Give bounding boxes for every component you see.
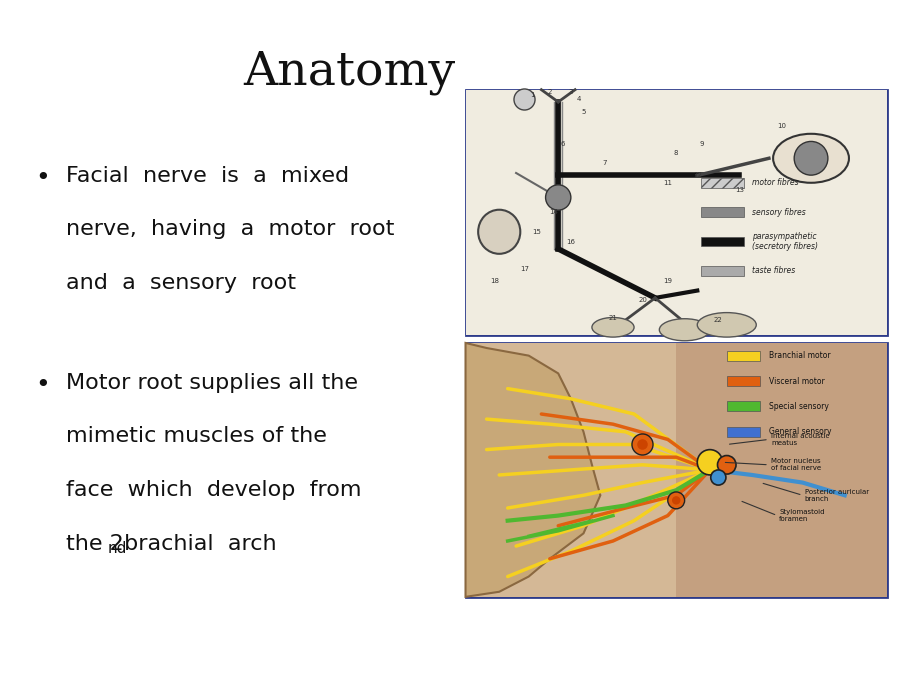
Circle shape: [514, 89, 535, 110]
Ellipse shape: [478, 210, 520, 254]
Circle shape: [671, 496, 680, 504]
Bar: [726, 426, 760, 437]
Text: 18: 18: [490, 278, 499, 284]
Text: 22: 22: [713, 317, 722, 323]
Circle shape: [637, 440, 647, 450]
Text: Special sensory: Special sensory: [768, 402, 828, 411]
Circle shape: [545, 185, 570, 210]
Text: •: •: [35, 166, 50, 190]
Text: parasympathetic
(secretory fibres): parasympathetic (secretory fibres): [751, 232, 817, 251]
Bar: [726, 376, 760, 386]
Text: 8: 8: [674, 150, 677, 157]
Text: 10: 10: [777, 124, 785, 130]
Bar: [465, 90, 886, 335]
Ellipse shape: [659, 319, 709, 341]
Text: 12: 12: [692, 172, 701, 179]
Text: 3: 3: [568, 89, 573, 95]
Bar: [726, 402, 760, 411]
Circle shape: [631, 434, 652, 455]
Text: the 2: the 2: [66, 534, 124, 554]
Text: 6: 6: [560, 141, 564, 146]
Polygon shape: [675, 343, 886, 597]
Text: •: •: [35, 373, 50, 397]
Bar: [465, 343, 886, 597]
Ellipse shape: [772, 134, 848, 183]
Text: sensory fibres: sensory fibres: [751, 208, 805, 217]
Text: 13: 13: [734, 187, 743, 193]
Text: Internal acoustic
meatus: Internal acoustic meatus: [770, 433, 828, 446]
Text: 16: 16: [566, 239, 574, 244]
Bar: [700, 237, 743, 246]
Polygon shape: [465, 343, 600, 597]
Bar: [700, 207, 743, 217]
Text: 21: 21: [607, 315, 617, 320]
Text: 15: 15: [532, 229, 541, 235]
Bar: [726, 351, 760, 361]
Circle shape: [793, 141, 827, 175]
Text: 9: 9: [698, 141, 703, 146]
Text: 14: 14: [549, 209, 558, 215]
Text: Branchial motor: Branchial motor: [768, 351, 830, 360]
Text: Posterior auricular
branch: Posterior auricular branch: [804, 489, 868, 502]
Text: Stylomastoid
foramen: Stylomastoid foramen: [778, 509, 824, 522]
Text: Facial  nerve  is  a  mixed: Facial nerve is a mixed: [66, 166, 349, 186]
Text: taste fibres: taste fibres: [751, 266, 794, 275]
Text: Visceral motor: Visceral motor: [768, 377, 823, 386]
Text: nerve,  having  a  motor  root: nerve, having a motor root: [66, 219, 394, 239]
Circle shape: [697, 450, 721, 475]
Text: Anatomy: Anatomy: [244, 50, 455, 95]
Circle shape: [717, 455, 735, 474]
Bar: [465, 90, 886, 335]
Text: 20: 20: [638, 297, 646, 304]
Text: Motor nucleus
of facial nerve: Motor nucleus of facial nerve: [770, 458, 820, 471]
Text: face  which  develop  from: face which develop from: [66, 480, 361, 500]
Text: 19: 19: [663, 278, 672, 284]
Bar: [700, 178, 743, 188]
Ellipse shape: [591, 317, 633, 337]
Text: nd: nd: [108, 540, 127, 555]
Text: Motor root supplies all the: Motor root supplies all the: [66, 373, 357, 393]
Text: mimetic muscles of the: mimetic muscles of the: [66, 426, 327, 446]
Circle shape: [710, 470, 725, 485]
Text: brachial  arch: brachial arch: [117, 534, 276, 554]
Ellipse shape: [697, 313, 755, 337]
Text: 1: 1: [530, 92, 535, 97]
Text: 7: 7: [602, 160, 607, 166]
Bar: [465, 343, 886, 597]
Text: 4: 4: [576, 97, 581, 103]
Text: 2: 2: [547, 89, 551, 95]
Text: General sensory: General sensory: [768, 427, 831, 436]
Bar: [700, 266, 743, 276]
Text: 17: 17: [519, 266, 528, 271]
Text: motor fibres: motor fibres: [751, 178, 798, 187]
Text: 11: 11: [663, 180, 672, 186]
Circle shape: [667, 492, 684, 509]
Text: and  a  sensory  root: and a sensory root: [66, 273, 296, 293]
Text: 5: 5: [581, 109, 585, 115]
